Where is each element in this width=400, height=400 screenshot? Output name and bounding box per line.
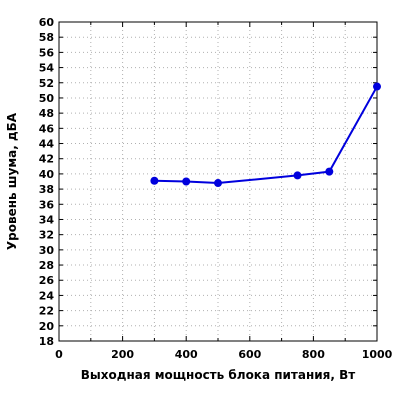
y-tick-label: 20	[39, 320, 55, 333]
data-point	[373, 82, 381, 91]
y-tick-label: 58	[39, 31, 54, 44]
series-line	[154, 86, 378, 185]
y-tick-label: 24	[39, 289, 55, 302]
axis-ticks: 0 200 400 600 800 1000 18 20 22 24 26 28 30 32 34 36 38 4…	[39, 16, 393, 361]
y-tick-label: 56	[39, 46, 55, 59]
x-tick-label: 800	[302, 348, 325, 361]
y-tick-label: 36	[39, 198, 55, 211]
y-tick-label: 22	[39, 305, 54, 318]
data-point	[325, 167, 334, 176]
y-tick-label: 18	[39, 335, 54, 348]
y-tick-label: 44	[39, 138, 55, 151]
x-tick-label: 1000	[362, 348, 393, 361]
x-tick-label: 0	[55, 348, 63, 361]
y-tick-label: 32	[39, 229, 54, 242]
y-tick-label: 30	[39, 244, 55, 257]
x-axis-label: Выходная мощность блока питания, Вт	[81, 368, 356, 382]
data-point	[150, 176, 159, 185]
y-tick-label: 38	[39, 183, 54, 196]
y-tick-label: 28	[39, 259, 54, 272]
x-tick-label: 200	[111, 348, 134, 361]
y-tick-label: 26	[39, 274, 55, 287]
x-tick-label: 400	[175, 348, 198, 361]
data-point	[214, 179, 222, 188]
y-axis-label: Уровень шума, дБА	[5, 112, 19, 250]
y-tick-label: 52	[39, 77, 54, 90]
y-tick-label: 48	[39, 107, 54, 120]
grid	[59, 22, 377, 341]
series-layer	[150, 82, 381, 188]
x-tick-label: 600	[238, 348, 261, 361]
y-tick-label: 34	[39, 213, 55, 226]
y-tick-label: 42	[39, 153, 54, 166]
y-tick-label: 40	[39, 168, 55, 181]
y-tick-label: 46	[39, 122, 55, 135]
y-tick-label: 54	[39, 62, 55, 75]
data-point	[293, 171, 302, 180]
y-tick-label: 50	[39, 92, 55, 105]
data-point	[182, 177, 191, 186]
y-tick-label: 60	[39, 16, 55, 29]
